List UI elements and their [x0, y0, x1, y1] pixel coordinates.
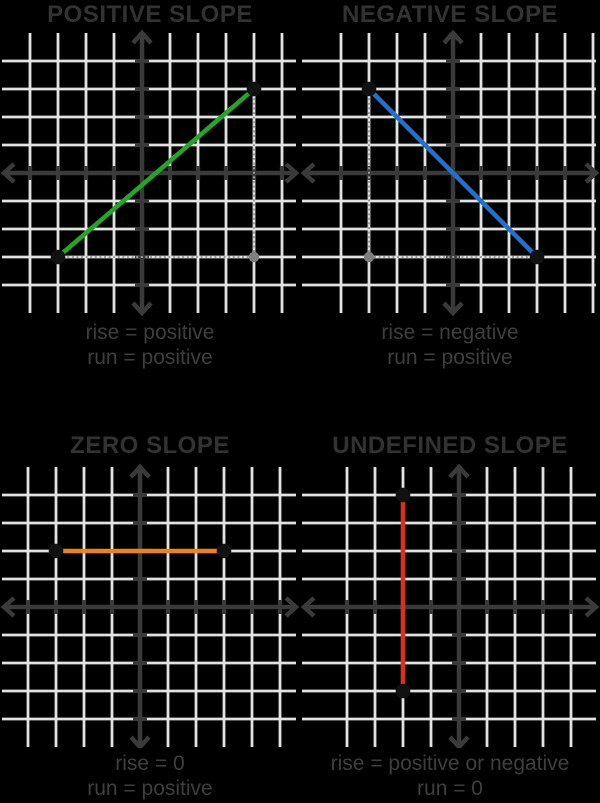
axes [300, 463, 600, 748]
coordinate-grid [0, 463, 300, 748]
caption-line: rise = positive [85, 321, 215, 344]
endpoint-dot [529, 249, 545, 265]
endpoint-dot [48, 543, 64, 559]
axes [0, 29, 300, 317]
rise-run-helper [368, 89, 537, 258]
slope-line [55, 86, 257, 260]
x-axis-left-arrow-icon [0, 596, 16, 618]
y-axis-down-arrow-icon [131, 301, 153, 317]
slope-line [366, 86, 540, 260]
coordinate-grid [300, 29, 600, 317]
caption-line: rise = negative [381, 321, 519, 344]
panel-zero-slope: ZERO SLOPE rise = 0 run = positive [0, 420, 300, 803]
helper-corner-dot [248, 251, 260, 263]
caption-line: rise = 0 [115, 752, 185, 775]
rise-run-helper [58, 89, 255, 258]
panel-caption: rise = negative run = positive [381, 320, 518, 370]
panel-title: POSITIVE SLOPE [47, 1, 253, 28]
coordinate-grid [300, 463, 600, 748]
panel-caption: rise = 0 run = positive [87, 751, 213, 801]
x-axis-right-arrow-icon [284, 596, 300, 618]
x-axis-left-arrow-icon [0, 162, 16, 184]
y-axis-up-arrow-icon [448, 463, 470, 479]
caption-line: run = 0 [417, 777, 483, 800]
panel-negative-slope: NEGATIVE SLOPE rise = negative run = pos… [300, 0, 600, 402]
coordinate-grid [0, 29, 300, 317]
endpoint-dot [50, 249, 66, 265]
caption-line: run = positive [387, 346, 513, 369]
panel-title: UNDEFINED SLOPE [332, 432, 568, 459]
y-axis-up-arrow-icon [129, 463, 151, 479]
x-axis-right-arrow-icon [284, 162, 300, 184]
axis-ticks [338, 58, 568, 288]
y-axis-down-arrow-icon [442, 301, 464, 317]
y-axis-up-arrow-icon [131, 29, 153, 45]
endpoint-dot [246, 81, 262, 97]
caption-line: run = positive [87, 346, 213, 369]
x-axis-left-arrow-icon [300, 162, 316, 184]
helper-corner-dot [363, 251, 375, 263]
endpoint-dot [395, 683, 411, 699]
endpoint-dot [395, 487, 411, 503]
y-axis-down-arrow-icon [129, 735, 151, 748]
grid-lines [302, 467, 596, 747]
panel-positive-slope: POSITIVE SLOPE rise = positive run = pos… [0, 0, 300, 402]
y-axis-down-arrow-icon [448, 735, 470, 748]
panel-caption: rise = positive or negative run = 0 [331, 751, 570, 801]
x-axis-right-arrow-icon [584, 162, 600, 184]
caption-line: rise = positive or negative [330, 752, 570, 775]
panel-title: NEGATIVE SLOPE [342, 1, 558, 28]
y-axis-up-arrow-icon [442, 29, 464, 45]
x-axis-left-arrow-icon [300, 596, 316, 618]
endpoint-dot [216, 543, 232, 559]
x-axis-right-arrow-icon [584, 596, 600, 618]
panel-undefined-slope: UNDEFINED SLOPE rise = positive or negat… [300, 420, 600, 803]
panel-title: ZERO SLOPE [70, 432, 230, 459]
panel-caption: rise = positive run = positive [86, 320, 215, 370]
axis-ticks [344, 492, 574, 722]
caption-line: run = positive [87, 777, 213, 800]
endpoint-dot [361, 81, 377, 97]
